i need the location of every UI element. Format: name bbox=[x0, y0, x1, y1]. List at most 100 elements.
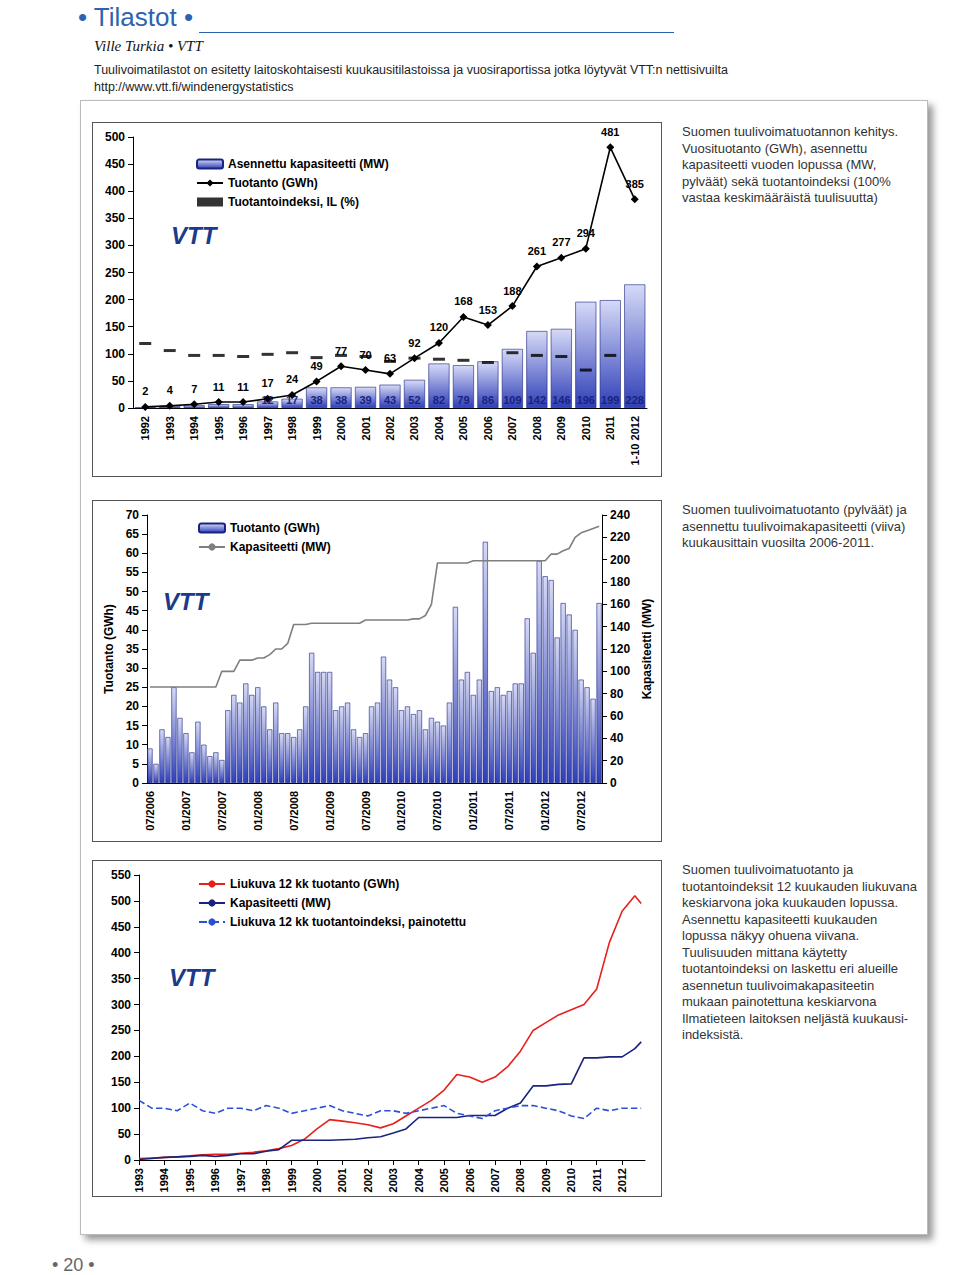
svg-text:1993: 1993 bbox=[164, 416, 176, 440]
svg-text:150: 150 bbox=[111, 1075, 131, 1089]
svg-text:5: 5 bbox=[132, 757, 139, 771]
svg-text:2009: 2009 bbox=[555, 416, 567, 440]
svg-text:0: 0 bbox=[610, 776, 617, 790]
svg-text:50: 50 bbox=[126, 585, 140, 599]
svg-text:153: 153 bbox=[479, 304, 497, 316]
svg-text:79: 79 bbox=[457, 394, 469, 406]
svg-text:1993: 1993 bbox=[133, 1168, 145, 1192]
svg-text:2010: 2010 bbox=[580, 416, 592, 440]
svg-text:168: 168 bbox=[454, 295, 472, 307]
svg-text:01/2009: 01/2009 bbox=[324, 791, 336, 831]
svg-text:180: 180 bbox=[610, 575, 630, 589]
svg-text:2005: 2005 bbox=[457, 416, 469, 440]
svg-text:146: 146 bbox=[552, 394, 570, 406]
svg-text:2: 2 bbox=[142, 385, 148, 397]
svg-text:2000: 2000 bbox=[335, 416, 347, 440]
svg-text:43: 43 bbox=[384, 394, 396, 406]
svg-text:1995: 1995 bbox=[213, 416, 225, 440]
svg-text:300: 300 bbox=[111, 998, 131, 1012]
svg-text:50: 50 bbox=[112, 374, 126, 388]
svg-text:188: 188 bbox=[503, 285, 521, 297]
svg-text:70: 70 bbox=[359, 349, 371, 361]
svg-text:200: 200 bbox=[111, 1049, 131, 1063]
svg-text:45: 45 bbox=[126, 604, 140, 618]
svg-text:2009: 2009 bbox=[540, 1168, 552, 1192]
svg-text:1997: 1997 bbox=[235, 1168, 247, 1192]
svg-text:Liukuva 12 kk tuotantoindeksi,: Liukuva 12 kk tuotantoindeksi, painotett… bbox=[230, 915, 466, 929]
svg-text:250: 250 bbox=[105, 266, 125, 280]
svg-text:1997: 1997 bbox=[262, 416, 274, 440]
svg-text:277: 277 bbox=[552, 236, 570, 248]
svg-text:2003: 2003 bbox=[387, 1168, 399, 1192]
svg-text:100: 100 bbox=[111, 1101, 131, 1115]
svg-text:Kapasiteetti (MW): Kapasiteetti (MW) bbox=[640, 599, 654, 700]
svg-text:1999: 1999 bbox=[286, 1168, 298, 1192]
svg-text:2011: 2011 bbox=[591, 1168, 603, 1192]
svg-text:15: 15 bbox=[126, 719, 140, 733]
svg-text:2004: 2004 bbox=[433, 415, 445, 440]
svg-text:VTT: VTT bbox=[169, 964, 217, 991]
svg-text:70: 70 bbox=[126, 508, 140, 522]
svg-text:200: 200 bbox=[105, 293, 125, 307]
svg-text:38: 38 bbox=[310, 394, 322, 406]
svg-text:01/2010: 01/2010 bbox=[395, 791, 407, 831]
svg-text:2008: 2008 bbox=[514, 1168, 526, 1192]
svg-text:550: 550 bbox=[111, 868, 131, 882]
svg-text:1995: 1995 bbox=[184, 1168, 196, 1192]
svg-text:350: 350 bbox=[105, 211, 125, 225]
svg-text:60: 60 bbox=[126, 546, 140, 560]
svg-text:400: 400 bbox=[111, 946, 131, 960]
svg-text:2008: 2008 bbox=[531, 416, 543, 440]
svg-text:100: 100 bbox=[610, 664, 630, 678]
svg-text:1999: 1999 bbox=[311, 416, 323, 440]
svg-text:1-10 2012: 1-10 2012 bbox=[629, 416, 641, 466]
svg-text:450: 450 bbox=[105, 157, 125, 171]
svg-text:07/2007: 07/2007 bbox=[216, 791, 228, 831]
svg-text:07/2008: 07/2008 bbox=[288, 791, 300, 831]
svg-text:2001: 2001 bbox=[336, 1168, 348, 1192]
svg-text:100: 100 bbox=[105, 347, 125, 361]
svg-text:Tuotantoindeksi, IL (%): Tuotantoindeksi, IL (%) bbox=[228, 195, 359, 209]
svg-text:2006: 2006 bbox=[464, 1168, 476, 1192]
svg-text:1992: 1992 bbox=[139, 416, 151, 440]
svg-text:2003: 2003 bbox=[408, 416, 420, 440]
svg-text:Kapasiteetti (MW): Kapasiteetti (MW) bbox=[230, 540, 331, 554]
svg-text:35: 35 bbox=[126, 642, 140, 656]
svg-text:240: 240 bbox=[610, 508, 630, 522]
svg-text:2012: 2012 bbox=[616, 1168, 628, 1192]
svg-text:120: 120 bbox=[610, 642, 630, 656]
svg-text:500: 500 bbox=[111, 894, 131, 908]
svg-text:228: 228 bbox=[626, 394, 644, 406]
svg-text:07/2006: 07/2006 bbox=[144, 791, 156, 831]
svg-text:7: 7 bbox=[191, 383, 197, 395]
svg-text:77: 77 bbox=[335, 345, 347, 357]
svg-text:01/2007: 01/2007 bbox=[180, 791, 192, 831]
svg-text:1996: 1996 bbox=[209, 1168, 221, 1192]
svg-text:07/2011: 07/2011 bbox=[503, 791, 515, 830]
svg-text:Kapasiteetti (MW): Kapasiteetti (MW) bbox=[230, 896, 331, 910]
svg-text:55: 55 bbox=[126, 565, 140, 579]
svg-text:82: 82 bbox=[433, 394, 445, 406]
svg-text:0: 0 bbox=[118, 401, 125, 415]
svg-text:07/2012: 07/2012 bbox=[575, 791, 587, 831]
svg-text:VTT: VTT bbox=[163, 588, 211, 615]
svg-text:92: 92 bbox=[408, 337, 420, 349]
svg-text:86: 86 bbox=[482, 394, 494, 406]
svg-text:30: 30 bbox=[126, 661, 140, 675]
svg-text:1998: 1998 bbox=[260, 1168, 272, 1192]
svg-text:2007: 2007 bbox=[506, 416, 518, 440]
svg-text:Asennettu kapasiteetti (MW): Asennettu kapasiteetti (MW) bbox=[228, 157, 389, 171]
svg-text:17: 17 bbox=[261, 377, 273, 389]
svg-text:24: 24 bbox=[286, 373, 299, 385]
svg-text:07/2010: 07/2010 bbox=[431, 791, 443, 831]
svg-text:2004: 2004 bbox=[413, 1167, 425, 1192]
svg-text:07/2009: 07/2009 bbox=[360, 791, 372, 831]
svg-text:39: 39 bbox=[359, 394, 371, 406]
svg-text:Tuotanto (GWh): Tuotanto (GWh) bbox=[228, 176, 318, 190]
svg-text:2005: 2005 bbox=[438, 1168, 450, 1192]
svg-text:109: 109 bbox=[503, 394, 521, 406]
svg-text:60: 60 bbox=[610, 709, 624, 723]
svg-text:11: 11 bbox=[213, 381, 225, 393]
svg-text:2001: 2001 bbox=[360, 416, 372, 440]
svg-text:01/2012: 01/2012 bbox=[539, 791, 551, 831]
